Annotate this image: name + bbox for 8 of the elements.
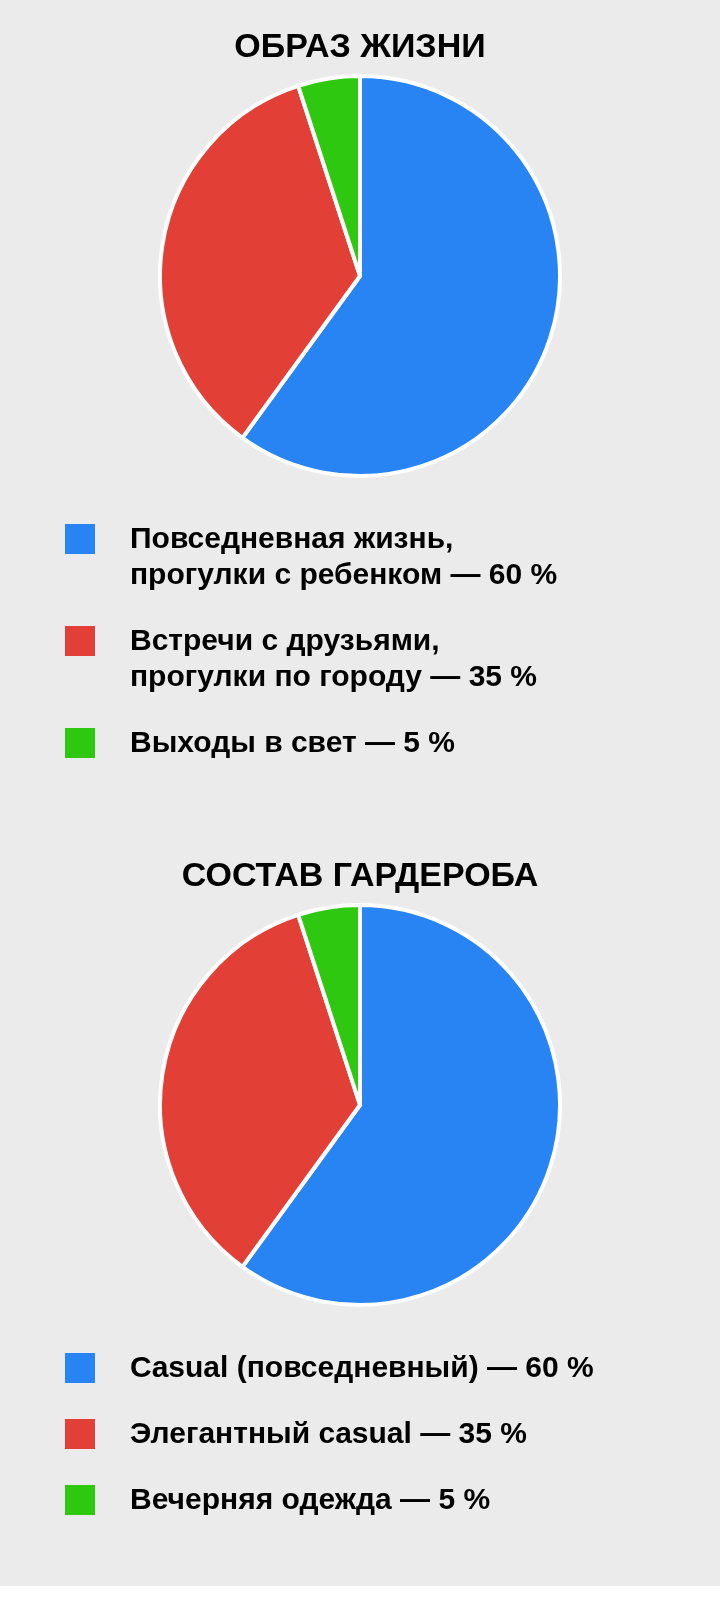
chart-title: ОБРАЗ ЖИЗНИ: [234, 26, 486, 64]
legend-label: Повседневная жизнь, прогулки с ребенком — 60 %: [130, 521, 558, 590]
legend-label: Вечерняя одежда — 5 %: [130, 1482, 491, 1515]
legend-label: Встречи с друзьями, прогулки по городу — 35 %: [130, 623, 538, 692]
legend-label: Выходы в свет — 5 %: [130, 725, 456, 758]
chart-title: СОСТАВ ГАРДЕРОБА: [181, 855, 539, 893]
legend-label: Элегантный casual — 35 %: [130, 1416, 527, 1449]
legend-label: Casual (повседневный) — 60 %: [130, 1350, 594, 1383]
